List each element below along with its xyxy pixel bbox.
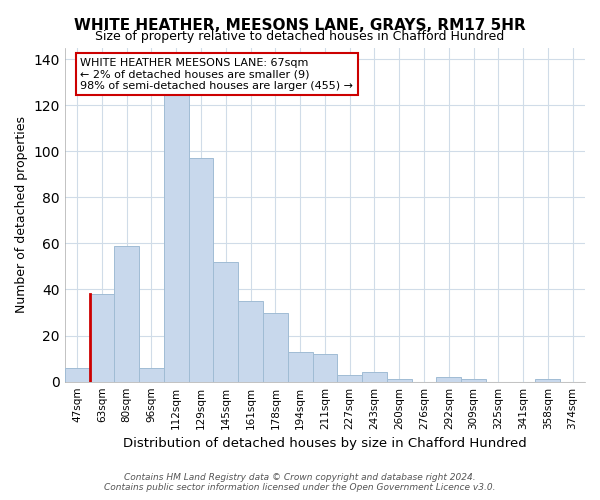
Text: WHITE HEATHER MEESONS LANE: 67sqm
← 2% of detached houses are smaller (9)
98% of: WHITE HEATHER MEESONS LANE: 67sqm ← 2% o… bbox=[80, 58, 353, 90]
Bar bbox=[214, 262, 238, 382]
Bar bbox=[139, 368, 164, 382]
Bar bbox=[461, 380, 486, 382]
Bar bbox=[164, 82, 188, 382]
Bar bbox=[436, 377, 461, 382]
Text: Contains HM Land Registry data © Crown copyright and database right 2024.
Contai: Contains HM Land Registry data © Crown c… bbox=[104, 473, 496, 492]
Bar bbox=[115, 246, 139, 382]
Bar bbox=[362, 372, 387, 382]
Bar bbox=[313, 354, 337, 382]
Bar bbox=[263, 312, 288, 382]
Bar bbox=[387, 380, 412, 382]
Bar bbox=[535, 380, 560, 382]
Y-axis label: Number of detached properties: Number of detached properties bbox=[15, 116, 28, 313]
Bar bbox=[188, 158, 214, 382]
X-axis label: Distribution of detached houses by size in Chafford Hundred: Distribution of detached houses by size … bbox=[123, 437, 527, 450]
Text: Size of property relative to detached houses in Chafford Hundred: Size of property relative to detached ho… bbox=[95, 30, 505, 43]
Bar bbox=[337, 375, 362, 382]
Bar bbox=[238, 301, 263, 382]
Bar bbox=[288, 352, 313, 382]
Bar bbox=[65, 368, 89, 382]
Text: WHITE HEATHER, MEESONS LANE, GRAYS, RM17 5HR: WHITE HEATHER, MEESONS LANE, GRAYS, RM17… bbox=[74, 18, 526, 32]
Bar bbox=[89, 294, 115, 382]
